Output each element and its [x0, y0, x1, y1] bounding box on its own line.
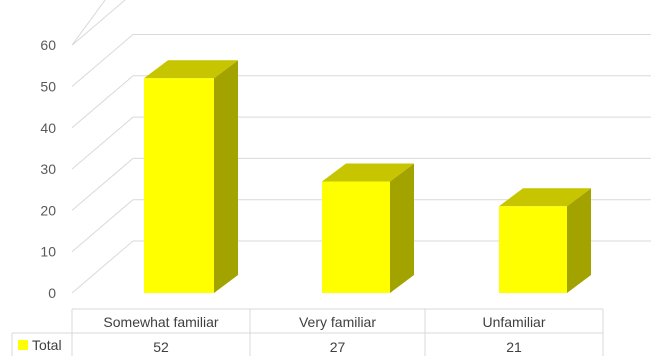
- gridline-side: [71, 0, 126, 46]
- y-tick-label: 30: [40, 161, 56, 177]
- gridline-side: [71, 199, 134, 253]
- table-value: 21: [506, 339, 522, 355]
- bar-side: [567, 188, 591, 293]
- bar-side: [214, 60, 238, 293]
- bar-side: [390, 163, 414, 293]
- bar-top: [499, 188, 591, 207]
- legend-label-total: Total: [32, 337, 62, 353]
- category-label: Unfamiliar: [482, 314, 545, 330]
- y-tick-label: 0: [48, 285, 56, 301]
- y-tick-label: 60: [40, 37, 56, 53]
- bar: [499, 188, 591, 293]
- bar: [322, 163, 414, 293]
- gridline-side: [71, 240, 134, 294]
- y-tick-label: 50: [40, 79, 56, 95]
- table-value: 52: [153, 339, 169, 355]
- y-axis-ticks: 0 10 20 30 40 50 60: [40, 37, 56, 301]
- legend-swatch: [18, 340, 28, 350]
- gridline-side: [71, 116, 134, 170]
- category-label: Very familiar: [299, 314, 376, 330]
- gridline-side: [71, 158, 134, 211]
- bar-front: [322, 181, 390, 293]
- table-value: 27: [330, 339, 346, 355]
- gridline-side: [71, 0, 106, 46]
- bar-front: [499, 206, 567, 293]
- bar-top: [322, 163, 414, 182]
- y-tick-label: 20: [40, 202, 56, 218]
- gridline-side: [71, 34, 134, 87]
- y-tick-label: 40: [40, 120, 56, 136]
- y-tick-label: 10: [40, 244, 56, 260]
- bars: [144, 60, 591, 294]
- bar: [144, 60, 238, 294]
- bar-top: [144, 60, 238, 79]
- gridline-side: [71, 75, 134, 129]
- category-label: Somewhat familiar: [103, 314, 218, 330]
- bar-front: [144, 78, 214, 294]
- data-table: Total Somewhat familiar 52 Very familiar 27…: [11, 308, 604, 356]
